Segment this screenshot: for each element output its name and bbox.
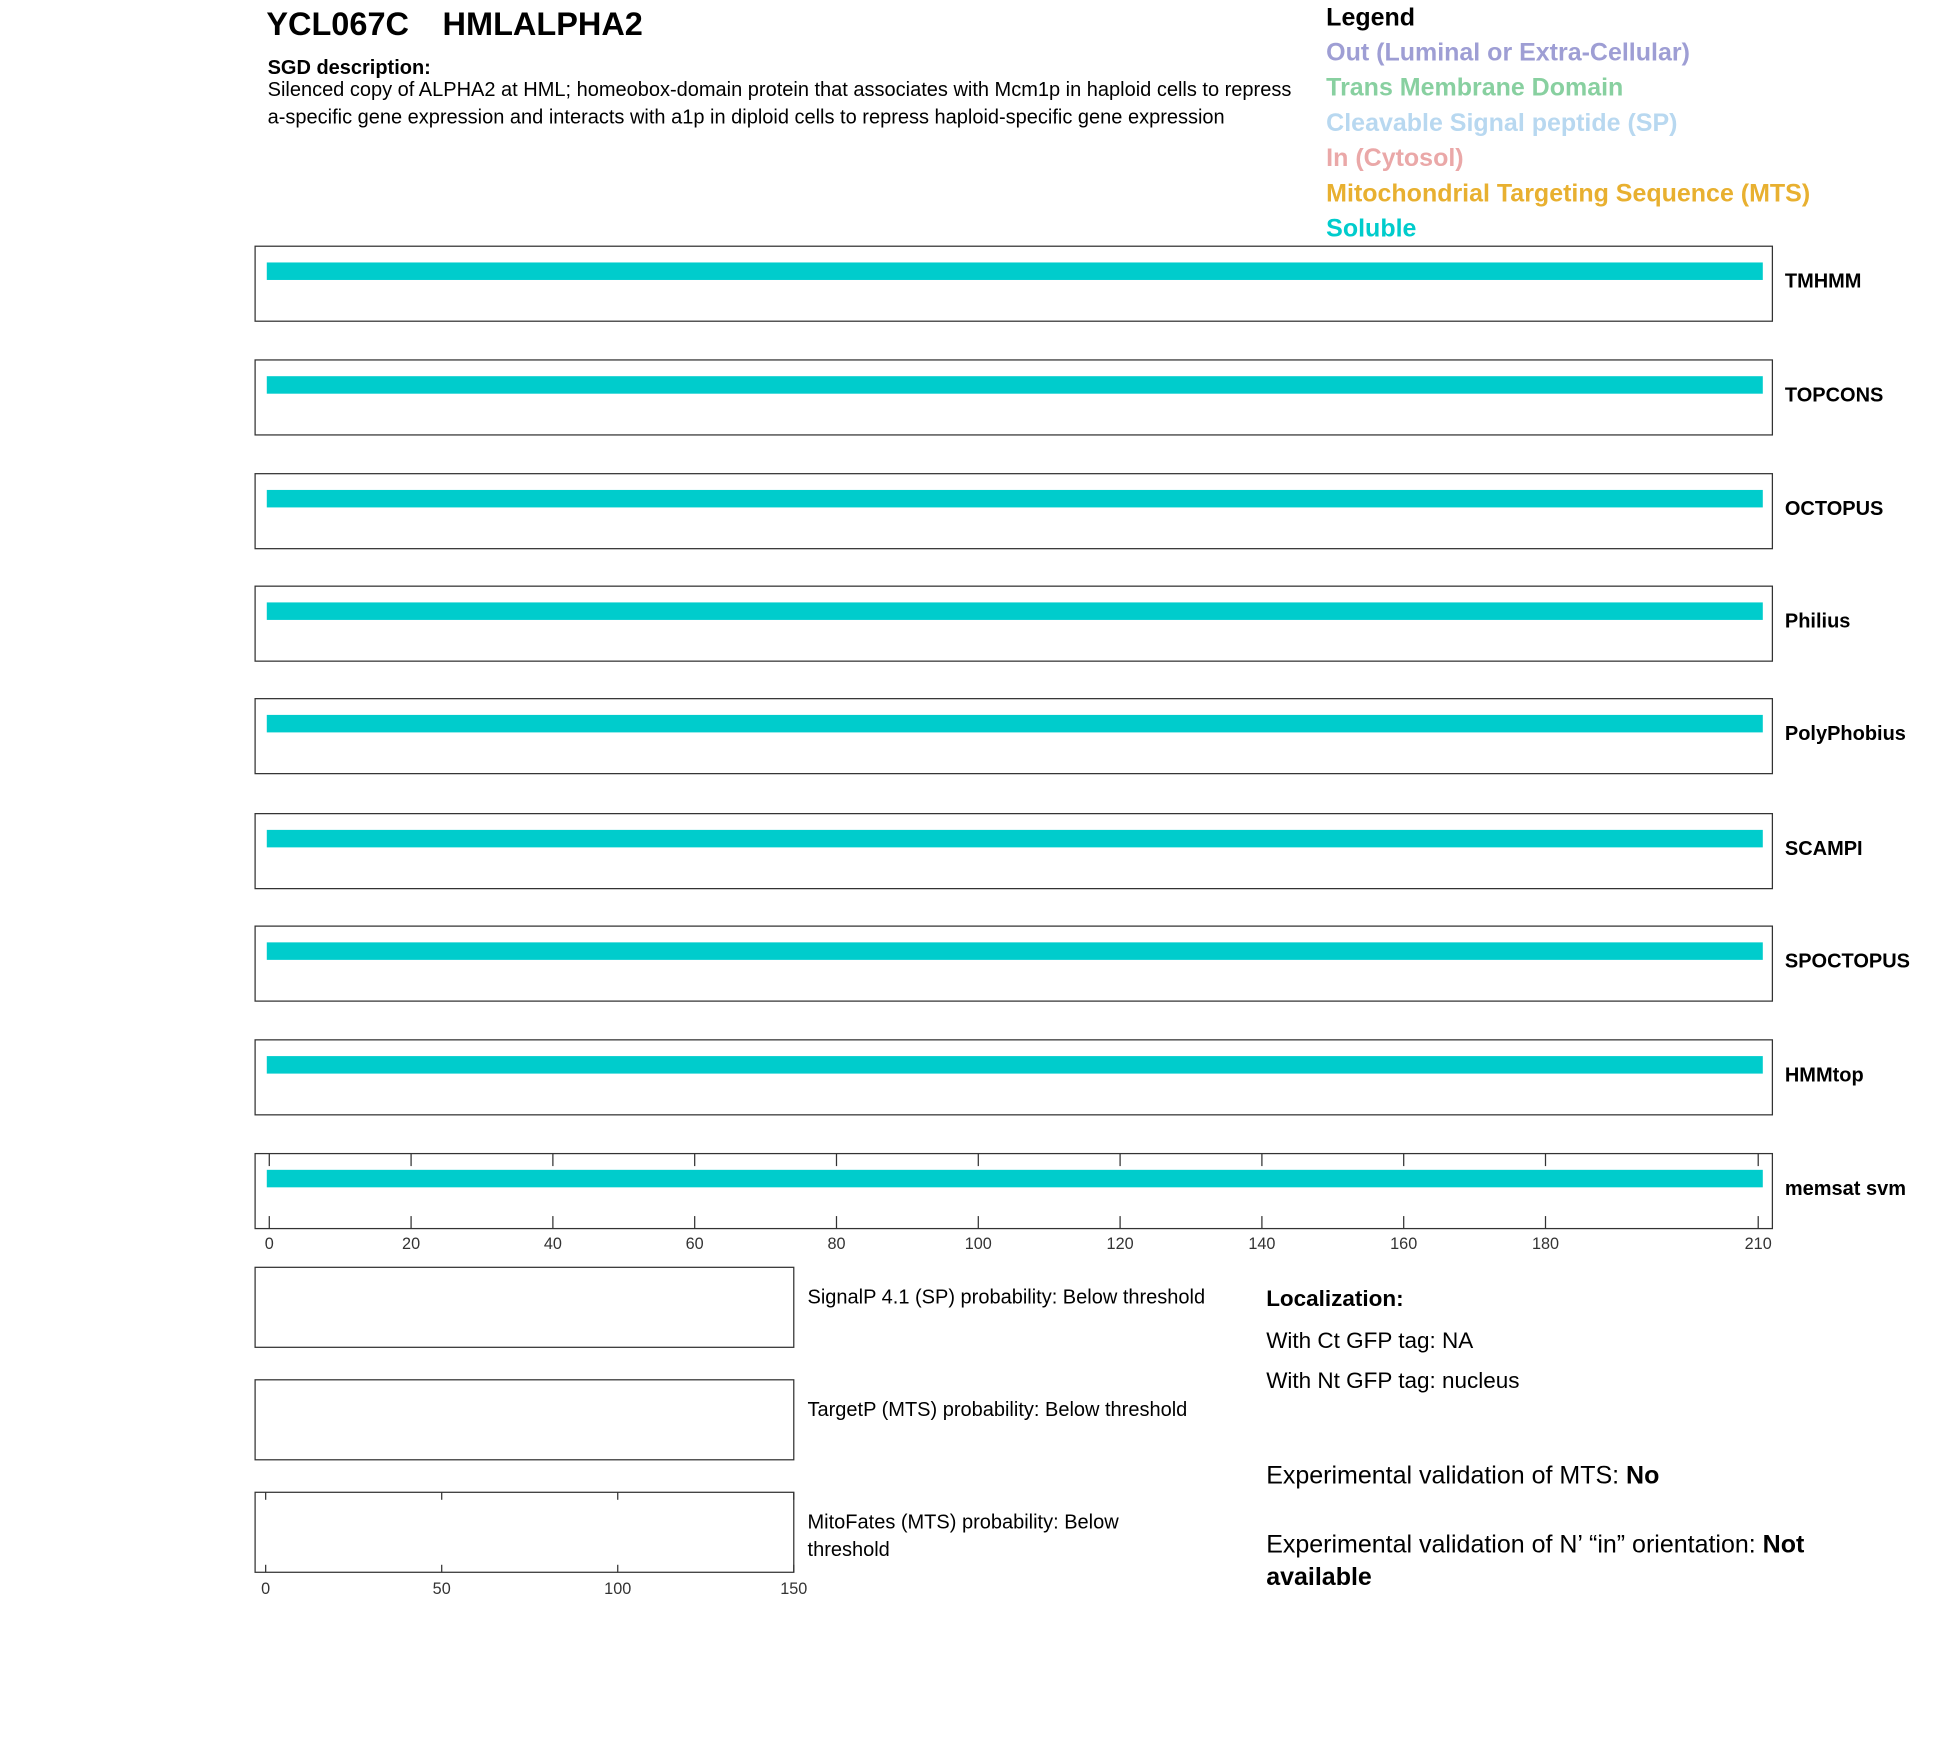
gene-id: YCL067C [266, 6, 409, 42]
segment [266, 1056, 1763, 1074]
mts-validation-value: No [1626, 1462, 1660, 1490]
localization-ct: With Ct GFP tag: NA [1266, 1328, 1473, 1353]
track-box [254, 359, 1774, 436]
x-tick-label: 0 [261, 1580, 270, 1598]
track-box [254, 473, 1774, 550]
track-label: HMMtop [1785, 1064, 1864, 1086]
track-box [254, 245, 1774, 322]
x-tick-label: 120 [1107, 1235, 1134, 1253]
legend-title: Legend [1326, 3, 1415, 31]
orientation-validation-label: Experimental validation of N’ “in” orien… [1266, 1531, 1756, 1559]
legend-item: Trans Membrane Domain [1326, 74, 1623, 102]
probability-label-box: TargetP (MTS) probability: Below thresho… [807, 1399, 1188, 1422]
track-box [254, 1039, 1774, 1116]
probability-box [254, 1491, 795, 1573]
gene-name: HMLALPHA2 [443, 6, 643, 42]
segment [266, 1169, 1763, 1188]
legend-item: Out (Luminal or Extra-Cellular) [1326, 38, 1690, 66]
x-tick-label: 180 [1532, 1235, 1559, 1253]
probability-label: SignalP 4.1 (SP) probability: Below thre… [807, 1287, 1206, 1309]
probability-label-box: MitoFates (MTS) probability: Below thres… [807, 1512, 1119, 1562]
x-tick-label: 40 [544, 1235, 562, 1253]
probability-label-box: SignalP 4.1 (SP) probability: Below thre… [807, 1287, 1206, 1309]
mts-validation: Experimental validation of MTS: No [1266, 1462, 1853, 1491]
probability-box [254, 1379, 795, 1461]
track-label: TMHMM [1785, 271, 1862, 293]
legend-item: Soluble [1326, 215, 1416, 243]
x-tick-label: 100 [604, 1580, 631, 1598]
legend-item: Cleavable Signal peptide (SP) [1326, 109, 1677, 137]
description-box: Silenced copy of ALPHA2 at HML; homeobox… [267, 79, 1292, 129]
legend-item: In (Cytosol) [1326, 144, 1463, 172]
x-tick-label: 150 [780, 1580, 807, 1598]
track-label: Philius [1785, 611, 1851, 633]
probability-label: MitoFates (MTS) probability: Below thres… [807, 1512, 1119, 1562]
description-label: SGD description: [268, 57, 431, 79]
probability-box [254, 1266, 795, 1348]
orientation-validation-value: Not available [1266, 1531, 1805, 1592]
track-label: OCTOPUS [1785, 498, 1883, 520]
x-tick-label: 20 [402, 1235, 420, 1253]
track-box [254, 1152, 1774, 1230]
orientation-validation-box: Experimental validation of N’ “in” orien… [1266, 1529, 1841, 1594]
segment [266, 829, 1763, 848]
x-tick-label: 160 [1390, 1235, 1417, 1253]
segment [266, 602, 1763, 620]
x-tick-label: 0 [265, 1235, 274, 1253]
x-tick-label: 50 [433, 1580, 451, 1598]
x-tick-label: 210 [1745, 1235, 1772, 1253]
track-box [254, 813, 1774, 890]
track-box [254, 698, 1774, 775]
track-label: TOPCONS [1785, 384, 1883, 406]
x-tick-label: 60 [686, 1235, 704, 1253]
track-label: PolyPhobius [1785, 723, 1906, 745]
probability-label: TargetP (MTS) probability: Below thresho… [807, 1399, 1188, 1422]
mts-validation-box: Experimental validation of MTS: No [1266, 1462, 1853, 1491]
segment [266, 489, 1763, 508]
orientation-validation: Experimental validation of N’ “in” orien… [1266, 1529, 1841, 1594]
legend-item: Mitochondrial Targeting Sequence (MTS) [1326, 179, 1810, 207]
x-tick-label: 80 [827, 1235, 845, 1253]
track-label: memsat svm [1785, 1178, 1906, 1200]
segment [266, 942, 1763, 960]
description: Silenced copy of ALPHA2 at HML; homeobox… [267, 79, 1292, 129]
segment [266, 262, 1763, 280]
track-label: SCAMPI [1785, 838, 1863, 860]
track-box [254, 585, 1774, 662]
segment [266, 714, 1763, 733]
mts-validation-label: Experimental validation of MTS: [1266, 1462, 1620, 1490]
localization-nt: With Nt GFP tag: nucleus [1266, 1368, 1519, 1393]
x-tick-label: 140 [1248, 1235, 1275, 1253]
x-tick-label: 100 [965, 1235, 992, 1253]
track-box [254, 925, 1774, 1002]
segment [266, 376, 1763, 394]
localization-title: Localization: [1266, 1286, 1403, 1311]
track-label: SPOCTOPUS [1785, 951, 1910, 973]
